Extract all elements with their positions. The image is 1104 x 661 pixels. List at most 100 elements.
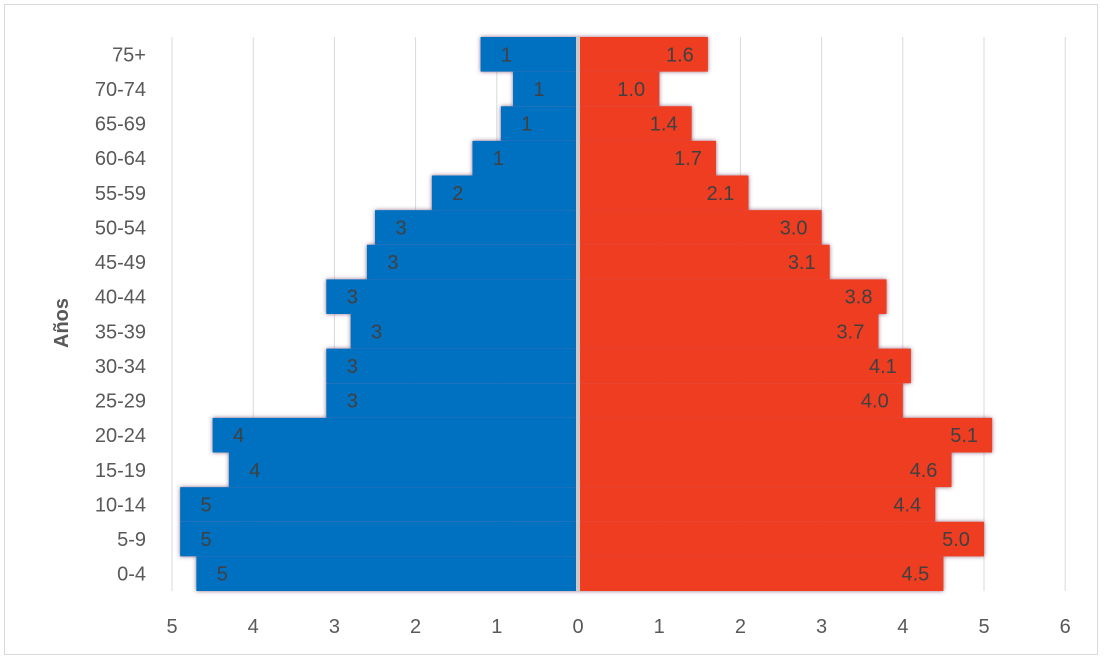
x-tick-label: 4 <box>897 616 908 638</box>
bar-left-70-74 <box>513 71 578 107</box>
data-label-left: 3 <box>395 217 406 239</box>
bar-left-30-34 <box>326 348 578 384</box>
category-label: 10-14 <box>95 494 146 516</box>
data-label-right: 1.4 <box>650 114 678 136</box>
bar-right-35-39 <box>578 314 879 349</box>
data-label-right: 5.1 <box>950 425 978 447</box>
bar-left-0-4 <box>196 556 579 591</box>
data-label-right: 3.7 <box>837 321 865 343</box>
bar-left-60-64 <box>472 140 578 176</box>
bar-right-70-74 <box>578 71 660 107</box>
left-series-bars <box>180 37 579 591</box>
bar-right-15-19 <box>578 452 952 488</box>
x-tick-label: 5 <box>166 616 177 638</box>
bar-left-15-19 <box>228 452 578 488</box>
bar-left-20-24 <box>212 417 578 453</box>
data-label-left: 5 <box>201 529 212 551</box>
bar-right-45-49 <box>578 244 830 280</box>
data-label-left: 3 <box>371 321 382 343</box>
data-label-right: 2.1 <box>707 183 735 205</box>
data-label-left: 4 <box>233 425 244 447</box>
bar-right-20-24 <box>578 417 993 453</box>
category-label: 50-54 <box>95 217 146 239</box>
category-label: 20-24 <box>95 425 146 447</box>
data-label-left: 5 <box>217 564 228 586</box>
data-label-left: 4 <box>249 460 260 482</box>
bar-left-35-39 <box>350 314 578 349</box>
bar-left-40-44 <box>326 279 578 314</box>
category-label: 45-49 <box>95 252 146 274</box>
bar-right-55-59 <box>578 175 749 211</box>
data-label-right: 4.4 <box>893 494 921 516</box>
data-label-right: 4.1 <box>869 356 897 378</box>
data-label-left: 1 <box>521 114 532 136</box>
bar-left-55-59 <box>431 175 578 211</box>
bar-right-50-54 <box>578 210 822 245</box>
data-label-right: 3.8 <box>845 287 873 309</box>
category-label: 60-64 <box>95 148 146 170</box>
data-label-left: 1 <box>493 148 504 170</box>
data-label-left: 3 <box>387 252 398 274</box>
category-label: 35-39 <box>95 321 146 343</box>
bar-left-10-14 <box>180 487 578 522</box>
x-tick-label: 2 <box>410 616 421 638</box>
data-label-right: 1.0 <box>617 79 645 101</box>
population-pyramid-chart: 5 4.5 5 5.0 5 4.4 4 4.6 4 5.1 3 4.0 3 4.1 3 3.7 3 3.8 3 3.1… <box>51 37 1071 638</box>
bar-left-50-54 <box>375 210 578 245</box>
category-label: 25-29 <box>95 391 146 413</box>
data-label-left: 2 <box>452 183 463 205</box>
data-label-right: 3.1 <box>788 252 816 274</box>
bar-right-65-69 <box>578 106 692 141</box>
data-label-right: 5.0 <box>942 529 970 551</box>
x-tick-label: 4 <box>248 616 259 638</box>
bar-right-5-9 <box>578 521 984 557</box>
x-tick-label: 1 <box>654 616 665 638</box>
bar-right-0-4 <box>578 556 944 591</box>
data-label-left: 1 <box>501 44 512 66</box>
x-tick-label: 1 <box>491 616 502 638</box>
data-label-left: 3 <box>347 356 358 378</box>
chart-frame: 5 4.5 5 5.0 5 4.4 4 4.6 4 5.1 3 4.0 3 4.1 3 3.7 3 3.8 3 3.1… <box>4 4 1098 655</box>
bar-left-65-69 <box>500 106 578 141</box>
data-label-right: 4.0 <box>861 391 889 413</box>
bar-right-30-34 <box>578 348 911 384</box>
data-label-left: 3 <box>347 287 358 309</box>
category-label: 30-34 <box>95 356 146 378</box>
bar-left-25-29 <box>326 383 578 418</box>
x-tick-label: 3 <box>329 616 340 638</box>
bar-left-5-9 <box>180 521 578 557</box>
category-label: 75+ <box>112 44 146 66</box>
data-label-right: 1.6 <box>666 44 694 66</box>
data-label-left: 1 <box>533 79 544 101</box>
data-labels: 5 4.5 5 5.0 5 4.4 4 4.6 4 5.1 3 4.0 3 4.1 3 3.7 3 3.8 3 3.1… <box>201 44 978 585</box>
y-axis-title: Años <box>51 298 73 348</box>
value-axis-labels: 5 4 3 2 1 0 1 2 3 4 5 6 <box>166 616 1070 638</box>
x-tick-label: 0 <box>572 616 583 638</box>
category-label: 65-69 <box>95 114 146 136</box>
x-tick-label: 5 <box>978 616 989 638</box>
data-label-right: 4.5 <box>901 564 929 586</box>
bar-right-10-14 <box>578 487 936 522</box>
data-label-left: 5 <box>201 494 212 516</box>
category-label: 5-9 <box>117 529 146 551</box>
right-series-bars <box>578 37 993 591</box>
bar-left-75+ <box>480 37 578 72</box>
category-label: 70-74 <box>95 79 146 101</box>
bar-right-40-44 <box>578 279 887 314</box>
category-axis-labels: 0-4 5-9 10-14 15-19 20-24 25-29 30-34 35-39 40-4… <box>95 44 146 585</box>
x-tick-label: 6 <box>1060 616 1071 638</box>
category-label: 0-4 <box>117 564 146 586</box>
x-tick-label: 3 <box>816 616 827 638</box>
data-label-right: 3.0 <box>780 217 808 239</box>
bar-left-45-49 <box>366 244 578 280</box>
bar-right-25-29 <box>578 383 903 418</box>
data-label-left: 3 <box>347 391 358 413</box>
category-label: 55-59 <box>95 183 146 205</box>
data-label-right: 4.6 <box>910 460 938 482</box>
category-label: 15-19 <box>95 460 146 482</box>
category-label: 40-44 <box>95 287 146 309</box>
x-tick-label: 2 <box>735 616 746 638</box>
data-label-right: 1.7 <box>674 148 702 170</box>
bar-right-75+ <box>578 37 708 72</box>
bar-right-60-64 <box>578 140 717 176</box>
